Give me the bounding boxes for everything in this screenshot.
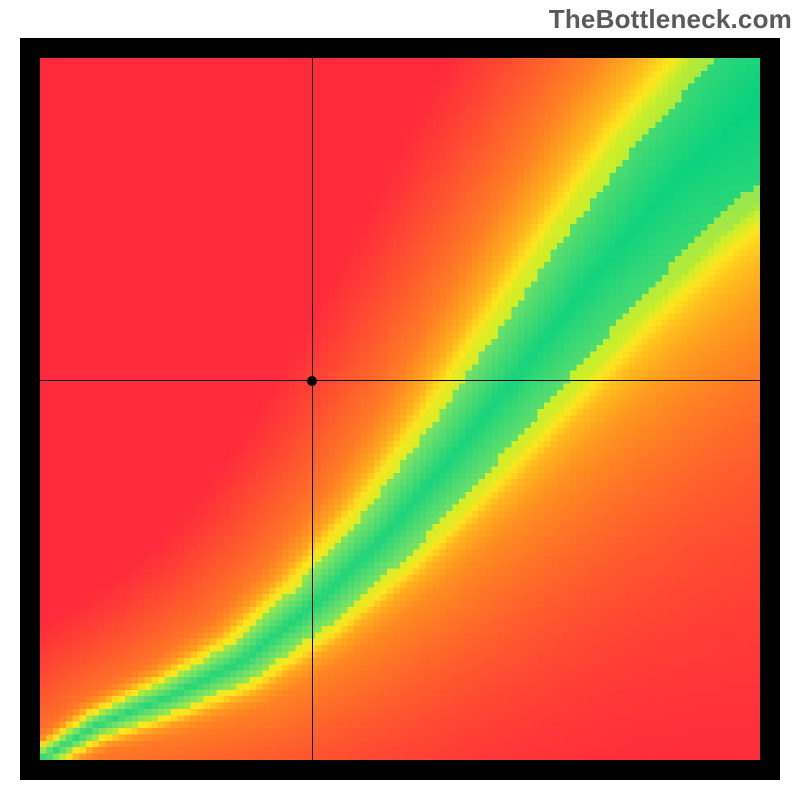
chart-container: TheBottleneck.com — [0, 0, 800, 800]
watermark-text: TheBottleneck.com — [549, 4, 792, 35]
plot-frame — [20, 38, 780, 780]
